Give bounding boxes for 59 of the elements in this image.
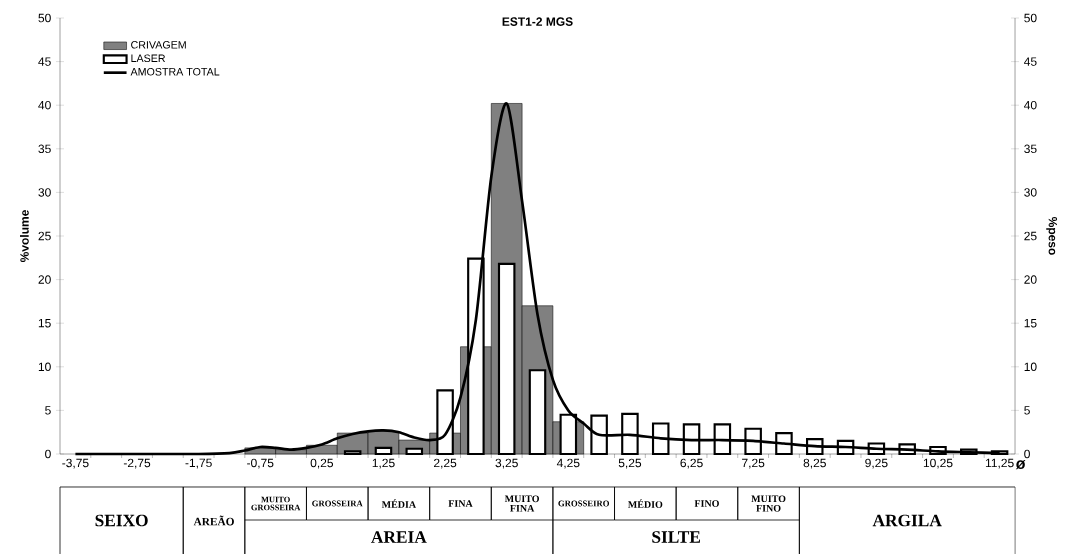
y-tick-label: 25: [38, 231, 51, 241]
y-tick-label: 10: [38, 362, 51, 372]
x-tick-label: 7,25: [742, 458, 765, 469]
text: AREÃO: [193, 515, 234, 526]
text: SILTE: [652, 531, 700, 543]
y2-tick-label: 15: [1024, 319, 1037, 328]
y2-tick-label: 20: [1024, 275, 1037, 284]
text: GROSSEIRA: [312, 500, 363, 507]
x-tick-label: 3,25: [495, 458, 518, 469]
text: FINO: [694, 500, 719, 507]
y-tick-label: 30: [38, 188, 51, 197]
y2-tick-label: 50: [1024, 13, 1037, 23]
y2-tick-label: 25: [1024, 231, 1037, 241]
text: MÉDIA: [381, 499, 417, 508]
text: MÉDIO: [628, 499, 663, 508]
y-tick-label: 0: [45, 449, 51, 459]
x-tick-label: -2,75: [123, 458, 151, 469]
x-axis-title: ø: [1015, 460, 1026, 470]
x-tick-label: 4,25: [556, 458, 580, 469]
y2-tick-label: 35: [1024, 144, 1037, 154]
y2-tick-label: 0: [1024, 449, 1030, 459]
y2-tick-label: 5: [1024, 406, 1030, 415]
y-tick-label: 5: [45, 406, 51, 415]
x-tick-label: 8,25: [803, 458, 826, 469]
text: MUITO GROSSEIRA: [251, 496, 301, 511]
x-tick-label: 6,25: [680, 458, 703, 469]
x-tick-label: -0,75: [247, 458, 274, 469]
text: MUITO FINO: [751, 495, 786, 512]
y-tick-label: 40: [38, 100, 51, 110]
x-tick-label: 5,25: [618, 458, 642, 469]
text: AREIA: [371, 531, 427, 543]
text: FINA: [448, 500, 473, 507]
x-tick-label: 1,25: [372, 458, 395, 469]
chart-title: EST1-2 MGS: [502, 17, 573, 26]
x-tick-label: -1,75: [185, 458, 212, 469]
y2-tick-label: 10: [1024, 362, 1037, 372]
y-tick-label: 35: [38, 144, 51, 154]
y2-tick-label: 30: [1024, 188, 1037, 197]
x-tick-label: 10,25: [923, 458, 953, 469]
text: MUITO FINA: [504, 495, 540, 512]
legend-label: LASER: [131, 54, 166, 63]
x-tick-label: 9,25: [865, 458, 888, 469]
legend-label: CRIVAGEM: [131, 41, 186, 49]
legend-label: AMOSTRA TOTAL: [130, 67, 220, 76]
x-tick-label: 11,25: [985, 458, 1014, 469]
y2-tick-label: 45: [1024, 57, 1037, 66]
y-tick-label: 45: [38, 57, 51, 66]
y2-tick-label: 40: [1024, 100, 1037, 110]
y-axis-title: %volume: [19, 210, 29, 263]
text: GROSSEIRO: [558, 500, 610, 507]
y2-axis-title: %peso: [1046, 216, 1058, 255]
y-tick-label: 20: [38, 275, 51, 284]
text: ARGILA: [872, 514, 942, 527]
y-tick-label: 15: [38, 319, 51, 328]
x-tick-label: -3,75: [62, 458, 89, 469]
text: SEIXO: [95, 514, 148, 527]
x-tick-label: 0,25: [310, 458, 334, 469]
x-tick-label: 2,25: [434, 458, 457, 469]
y-tick-label: 50: [38, 13, 51, 23]
